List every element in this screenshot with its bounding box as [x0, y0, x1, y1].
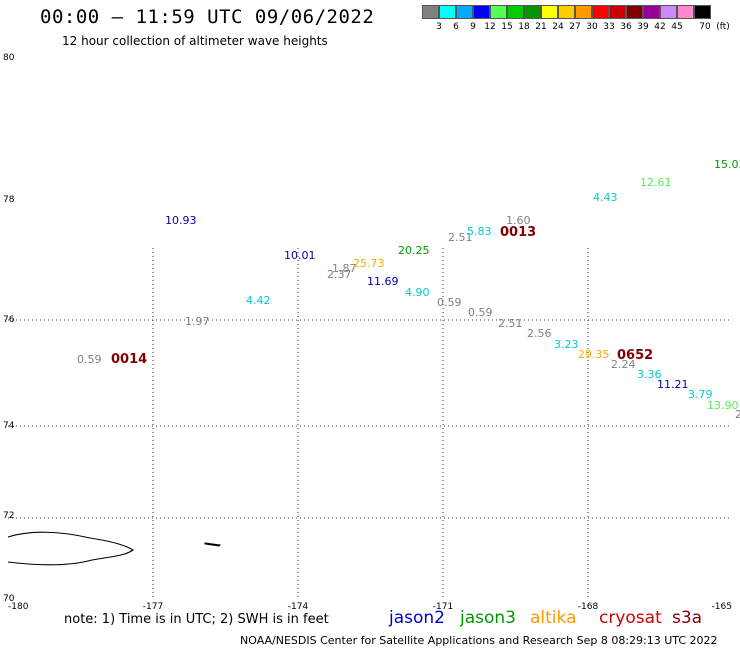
- colorbar-label: 18: [518, 22, 530, 32]
- latitude-tick-label: 78: [3, 195, 15, 205]
- coastline-landmass: [7, 531, 134, 566]
- wave-height-value: 11.69: [367, 275, 399, 288]
- colorbar-swatch: [660, 5, 677, 19]
- wave-height-value: 1.97: [185, 315, 210, 328]
- colorbar-label: 33: [603, 22, 615, 32]
- longitude-tick-label: -180: [8, 602, 29, 612]
- colorbar-label: 39: [637, 22, 649, 32]
- wave-height-value: 13.90: [707, 399, 739, 412]
- colorbar-swatch: [439, 5, 456, 19]
- colorbar-swatch: [626, 5, 643, 19]
- colorbar-label: 9: [470, 22, 476, 32]
- colorbar-label: 24: [552, 22, 564, 32]
- axis-labels: -180 -177 -174 -171 -168 -165 80 78 76 74 72 70: [3, 53, 732, 612]
- coastline-islet: [204, 542, 222, 547]
- wave-height-value: 0.59: [468, 306, 493, 319]
- colorbar-label: 42: [654, 22, 666, 32]
- colorbar-swatch: [473, 5, 490, 19]
- wave-height-value: 2.56: [527, 327, 552, 340]
- colorbar-label: 21: [535, 22, 547, 32]
- wave-height-value: 15.03: [714, 158, 740, 171]
- longitude-tick-label: -165: [712, 602, 732, 612]
- colorbar-label: 3: [436, 22, 442, 32]
- colorbar-swatch: [490, 5, 507, 19]
- colorbar-label: 12: [484, 22, 496, 32]
- wave-height-value: 25.73: [353, 257, 385, 270]
- wave-height-value: 3.23: [554, 338, 579, 351]
- wave-height-value: 20.25: [398, 244, 430, 257]
- satellite-legend-altika: altika: [530, 608, 577, 628]
- colorbar-swatch: [541, 5, 558, 19]
- wave-height-value: 3.36: [637, 368, 662, 381]
- pass-time-label: 0013: [500, 225, 536, 240]
- map-title: 00:00 – 11:59 UTC 09/06/2022: [40, 6, 375, 28]
- wave-height-value: 12.61: [640, 176, 672, 189]
- wave-height-value: 2.24: [611, 358, 636, 371]
- satellite-legend-jason3: jason3: [460, 608, 516, 628]
- colorbar-swatch: [422, 5, 439, 19]
- wave-height-value: 3.79: [688, 388, 713, 401]
- wave-height-value: 10.93: [165, 214, 197, 227]
- wave-height-value: 11.21: [657, 378, 689, 391]
- wave-height-value: 2: [735, 408, 740, 421]
- latitude-tick-label: 70: [3, 594, 15, 604]
- colorbar-swatch: [524, 5, 541, 19]
- colorbar-swatch: [592, 5, 609, 19]
- colorbar-label: 27: [569, 22, 581, 32]
- colorbar-label: 36: [620, 22, 632, 32]
- longitude-tick-label: -177: [143, 602, 163, 612]
- wave-height-value: 1.60: [506, 214, 531, 227]
- satellite-legend-s3a: s3a: [672, 608, 703, 628]
- wave-height-value: 29.35: [578, 348, 610, 361]
- credit-line: NOAA/NESDIS Center for Satellite Applica…: [240, 634, 718, 647]
- coastline: [7, 531, 222, 566]
- colorbar-swatch: [507, 5, 524, 19]
- pass-time-label: 0014: [111, 352, 147, 367]
- wave-height-value: 4.43: [593, 191, 618, 204]
- map-subtitle: 12 hour collection of altimeter wave hei…: [62, 34, 328, 48]
- satellite-legend-cryosat: cryosat: [599, 608, 662, 628]
- latitude-tick-label: 76: [3, 315, 15, 325]
- latitude-tick-label: 74: [3, 421, 15, 431]
- colorbar-label: 45: [671, 22, 683, 32]
- latitude-tick-label: 72: [3, 511, 14, 521]
- latitude-tick-label: 80: [3, 53, 15, 63]
- wave-height-value: 5.83: [467, 225, 492, 238]
- lat-lon-grid: [8, 248, 732, 600]
- wave-height-value: 2.51: [498, 317, 523, 330]
- colorbar-label: (ft): [716, 22, 730, 32]
- pass-time-labels: 0014 0013 0652: [111, 225, 653, 367]
- wave-height-value: 4.42: [246, 294, 271, 307]
- colorbar-swatch: [677, 5, 694, 19]
- colorbar-swatch: [575, 5, 592, 19]
- longitude-tick-label: -171: [433, 602, 453, 612]
- longitude-tick-label: -168: [578, 602, 599, 612]
- colorbar-swatch: [558, 5, 575, 19]
- colorbar-swatch: [694, 5, 711, 19]
- wave-height-value: 0.59: [77, 353, 102, 366]
- colorbar-swatch: [609, 5, 626, 19]
- wave-height-value: 1.87: [332, 262, 357, 275]
- colorbar-label: 15: [501, 22, 513, 32]
- footer-note: note: 1) Time is in UTC; 2) SWH is in fe…: [64, 612, 329, 627]
- wave-height-value: 2.37: [327, 268, 352, 281]
- wave-height-value: 2.51: [448, 231, 473, 244]
- wave-height-value: 0.59: [437, 296, 462, 309]
- pass-time-label: 0652: [617, 348, 653, 363]
- longitude-tick-label: -174: [288, 602, 309, 612]
- colorbar-label: 6: [453, 22, 459, 32]
- colorbar-swatch: [456, 5, 473, 19]
- colorbar-label: 70: [699, 22, 711, 32]
- wave-height-value: 4.90: [405, 286, 430, 299]
- colorbar-swatch: [643, 5, 660, 19]
- satellite-legend-jason2: jason2: [389, 608, 445, 628]
- wave-height-value: 10.01: [284, 249, 316, 262]
- colorbar-label: 30: [586, 22, 598, 32]
